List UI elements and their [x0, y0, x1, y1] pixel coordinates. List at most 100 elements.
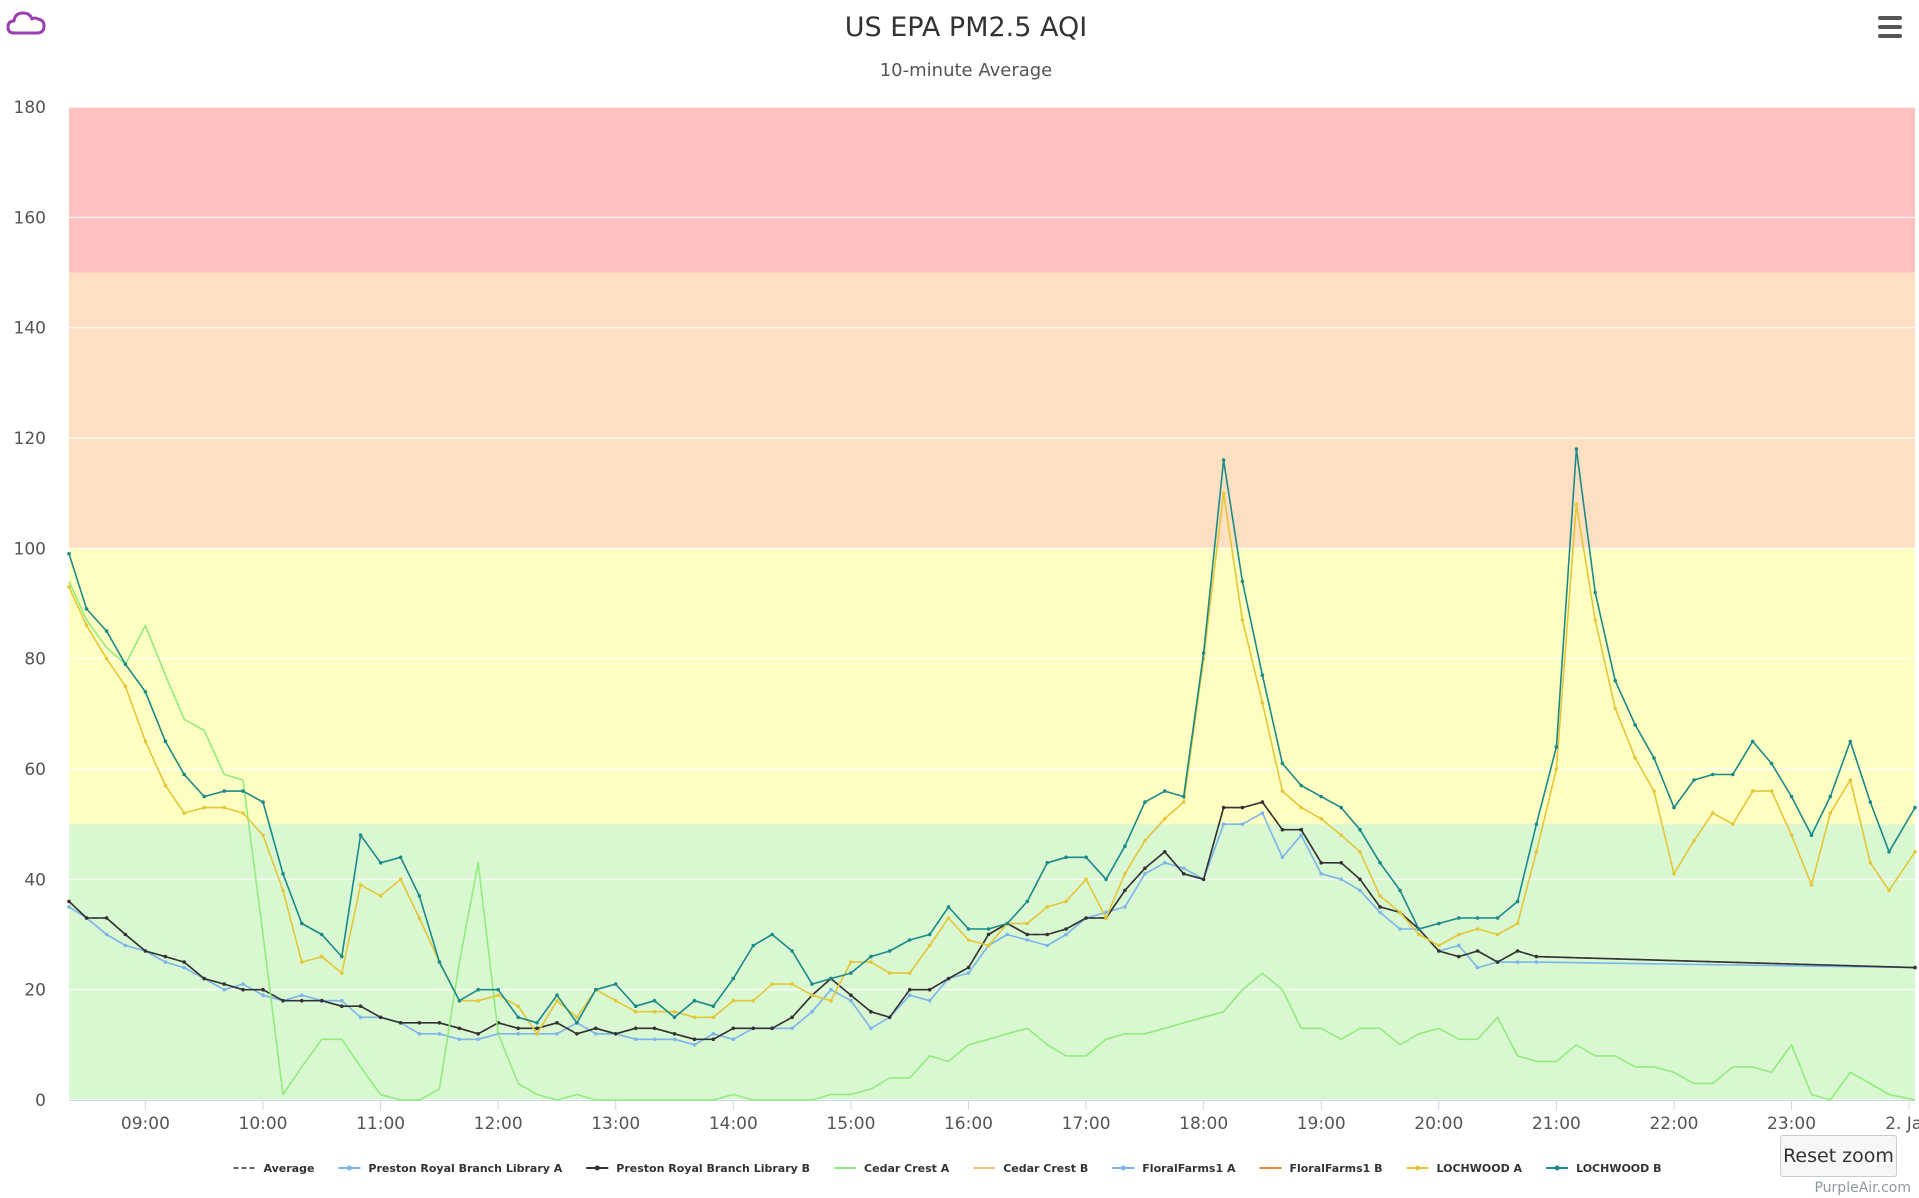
series-point [692, 1015, 697, 1020]
series-point [1240, 822, 1245, 826]
series-point [437, 960, 442, 964]
series-point [810, 993, 814, 997]
series-point [633, 1004, 638, 1008]
series-point [476, 1032, 481, 1036]
cloud-icon[interactable] [6, 6, 46, 40]
legend-item[interactable]: Average [233, 1162, 314, 1175]
series-point [849, 998, 853, 1003]
series-point [731, 1037, 736, 1042]
legend-item[interactable]: Preston Royal Branch Library A [338, 1162, 563, 1175]
series-point [222, 987, 226, 992]
reset-zoom-button[interactable]: Reset zoom [1780, 1135, 1897, 1177]
hamburger-menu-icon[interactable] [1874, 16, 1906, 46]
series-point [1672, 872, 1676, 876]
series-point [1260, 800, 1265, 804]
legend-label: Cedar Crest A [864, 1162, 950, 1175]
series-point [1495, 932, 1500, 937]
series-point [594, 1032, 598, 1036]
series-point [1260, 701, 1265, 705]
series-point [633, 1037, 638, 1042]
series-point [417, 1021, 422, 1025]
legend-item[interactable]: LOCHWOOD A [1406, 1162, 1523, 1175]
series-point [555, 1032, 559, 1036]
series-point [417, 916, 422, 920]
series-point [1437, 921, 1441, 926]
series-point [1084, 855, 1088, 860]
series-point [163, 954, 168, 959]
aqi-band-1 [69, 548, 1915, 825]
series-point [241, 789, 245, 793]
series-point [1260, 811, 1265, 815]
series-point [1123, 905, 1127, 909]
series-point [1574, 447, 1579, 451]
series-point [1809, 833, 1814, 837]
legend-label: LOCHWOOD B [1576, 1162, 1661, 1175]
series-point [378, 894, 383, 898]
series-point [202, 794, 206, 799]
y-tick-label: 40 [24, 870, 46, 890]
legend[interactable]: Average Preston Royal Branch Library A Pre… [233, 1162, 1662, 1175]
legend-label: Preston Royal Branch Library B [616, 1162, 810, 1175]
series-point [1672, 805, 1676, 810]
series-point [1025, 899, 1030, 904]
series-point [417, 1032, 422, 1036]
series-point [417, 894, 422, 898]
series-point [340, 954, 344, 959]
series-point [457, 1037, 462, 1042]
series-point [849, 971, 853, 975]
series-point [1398, 927, 1402, 931]
series-point [1711, 811, 1715, 815]
legend-item[interactable]: Cedar Crest B [973, 1162, 1088, 1175]
series-point [1457, 943, 1461, 948]
series-point [907, 993, 912, 997]
series-point [1280, 827, 1285, 832]
series-point [652, 1026, 657, 1031]
x-tick-label: 19:00 [1297, 1114, 1346, 1134]
series-point [1181, 800, 1186, 804]
series-lines [67, 447, 1917, 1101]
series-point [476, 1037, 481, 1042]
series-point [1260, 673, 1265, 677]
series-point [1457, 932, 1461, 937]
series-point [1457, 954, 1461, 959]
x-tick-label: 22:00 [1649, 1114, 1698, 1134]
series-point [672, 1009, 677, 1014]
legend-item[interactable]: LOCHWOOD B [1546, 1162, 1662, 1175]
series-point [1299, 805, 1303, 810]
series-point [1123, 844, 1127, 848]
legend-item[interactable]: Preston Royal Branch Library B [586, 1162, 810, 1175]
series-point [887, 1015, 892, 1020]
y-tick-label: 20 [24, 981, 46, 1001]
series-point [1534, 960, 1539, 964]
series-point [378, 861, 383, 865]
y-tick-label: 180 [14, 98, 46, 118]
x-tick-label: 14:00 [709, 1114, 758, 1134]
series-point [1515, 899, 1520, 904]
series-point [1554, 745, 1559, 749]
legend-item[interactable]: FloralFarms1 B [1259, 1162, 1383, 1175]
series-point [1692, 838, 1696, 843]
series-7 [67, 491, 1917, 1036]
series-point [143, 690, 148, 694]
legend-label: Preston Royal Branch Library A [368, 1162, 562, 1175]
legend-item[interactable]: Cedar Crest A [834, 1162, 950, 1175]
series-point [340, 998, 344, 1003]
series-point [810, 1009, 814, 1014]
x-tick-label: 15:00 [826, 1114, 875, 1134]
axes: 0 20 40 60 80 100 120 140 160 180 09:00 10:00 11:00 1… [14, 98, 1919, 1134]
series-point [84, 607, 89, 611]
purpleair-credit[interactable]: PurpleAir.com [1814, 1180, 1911, 1196]
series-point [751, 943, 756, 948]
series-point [1769, 761, 1774, 766]
series-point [575, 1015, 579, 1020]
series-point [966, 938, 971, 942]
legend-marker [1120, 1165, 1126, 1171]
legend-item[interactable]: FloralFarms1 A [1112, 1162, 1236, 1175]
series-point [340, 1004, 344, 1008]
series-point [887, 949, 892, 953]
series-point [320, 932, 324, 937]
legend-label: Average [263, 1162, 314, 1175]
series-point [1515, 921, 1520, 926]
series-point [770, 982, 774, 986]
series-point [869, 954, 873, 959]
